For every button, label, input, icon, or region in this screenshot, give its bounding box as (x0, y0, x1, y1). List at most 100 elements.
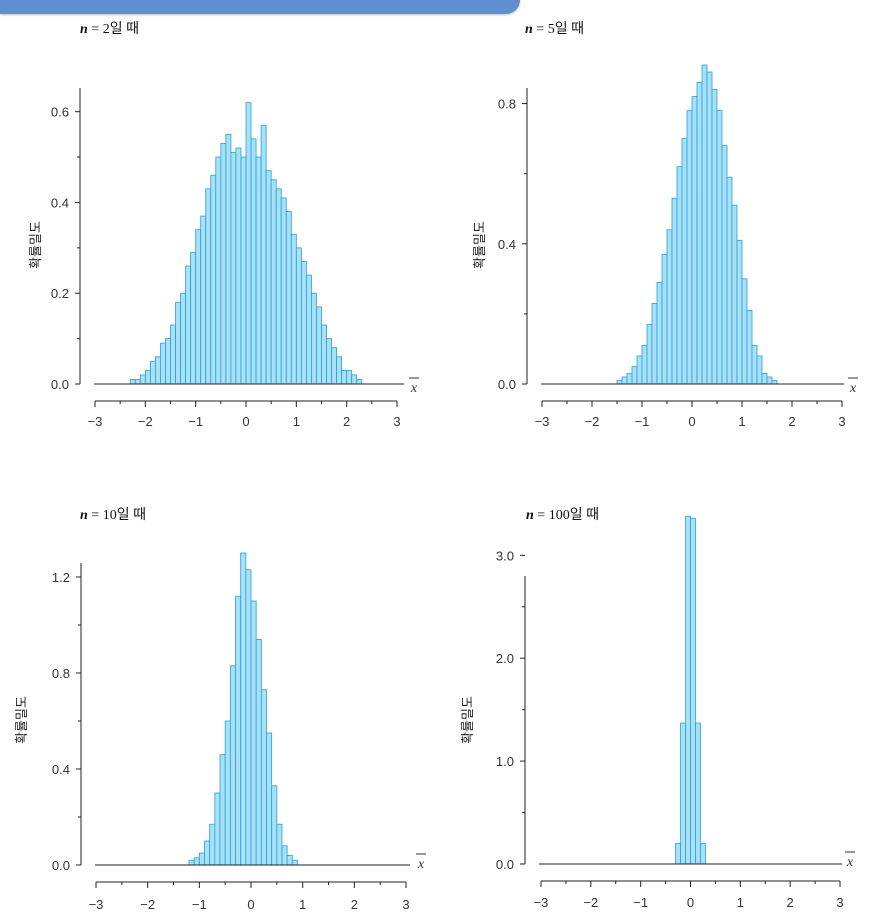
y-axis-label: 확률밀도 (15, 696, 30, 744)
x-tick-label: −2 (585, 414, 600, 429)
histogram-bar (165, 338, 171, 385)
y-tick-label: 0.8 (498, 97, 516, 112)
histogram-bar (170, 324, 176, 385)
x-tick-label: 1 (738, 414, 745, 429)
axes: 0.0 0.4 0.8 −3 −2 −1 0 1 2 3 (498, 88, 846, 429)
histogram-bar (240, 552, 247, 866)
x-tick-label: −2 (138, 414, 153, 429)
y-tick-label: 3.0 (496, 548, 514, 563)
x-tick-label: 3 (402, 897, 409, 912)
histogram-bar (139, 374, 146, 385)
histogram-bar (160, 342, 166, 385)
x-tick-label: 0 (688, 414, 695, 429)
y-axis-label: 확률밀도 (473, 221, 488, 269)
x-axis-label-group: x (845, 851, 855, 870)
histogram-bar (680, 722, 686, 865)
histogram-bar (621, 376, 628, 385)
histogram-bar (190, 251, 197, 385)
y-axis-label: 확률밀도 (29, 221, 44, 269)
x-tick-label: −3 (88, 414, 103, 429)
histogram-bar (276, 823, 283, 866)
bars (675, 515, 706, 865)
axes: 0.0 0.2 0.4 0.6 −3 −2 −1 0 1 2 3 (51, 88, 404, 429)
histogram-bar (696, 82, 703, 385)
x-tick-label: −1 (192, 897, 207, 912)
axes: 0.0 1.0 2.0 3.0 −3 −2 −1 0 1 2 3 (496, 548, 844, 910)
x-axis-label-group: x (409, 377, 419, 396)
histogram-bar (280, 197, 287, 385)
x-tick-label: −2 (140, 897, 155, 912)
bars (188, 552, 298, 866)
x-axis-label: x (410, 381, 418, 396)
histogram-bar (681, 138, 688, 385)
histogram-bar (198, 852, 205, 866)
histogram-bar (225, 133, 232, 385)
histogram-bar (214, 792, 221, 866)
histogram-bar (219, 754, 226, 866)
histogram-bar (255, 156, 262, 385)
histogram-bar (185, 265, 192, 385)
histogram-bar (281, 845, 288, 866)
axes: 0.0 0.4 0.8 1.2 −3 −2 −1 0 1 2 3 (52, 563, 410, 912)
x-tick-label: 2 (343, 414, 350, 429)
y-tick-label: 2.0 (496, 651, 514, 666)
histogram-bar (356, 379, 363, 385)
x-tick-label: −3 (535, 414, 550, 429)
histogram-bar (188, 859, 195, 866)
y-tick-label: 0.0 (498, 377, 516, 392)
histogram-bar (255, 639, 262, 866)
histogram-bar (195, 229, 202, 385)
histogram-bar (205, 188, 212, 385)
histogram-bar (180, 292, 187, 385)
histogram-bar (346, 369, 353, 385)
histogram-bar (295, 247, 302, 385)
histogram-bar (200, 215, 207, 385)
bars (129, 102, 363, 385)
histogram-bar (736, 239, 743, 385)
x-tick-label: 3 (393, 414, 400, 429)
panel-title: n = 2일 때 (80, 21, 139, 37)
histogram-bar (636, 355, 643, 385)
y-tick-label: 0.6 (51, 105, 69, 120)
histogram-bar (229, 665, 236, 866)
histogram-bar (341, 369, 348, 385)
x-tick-label: 1 (299, 897, 306, 912)
x-tick-label: 2 (351, 897, 358, 912)
panel-n2: n = 2일 때 확률밀도 x 0.0 0.2 0.4 0.6 −3 −2 −1 0 1 2 3 (29, 21, 419, 429)
x-tick-label: −2 (583, 895, 598, 910)
bars (616, 64, 778, 385)
histogram-bar (756, 355, 763, 385)
histogram-bar (656, 281, 663, 385)
y-tick-label: 0.4 (51, 195, 69, 210)
histogram-bar (235, 147, 242, 385)
histogram-bar (260, 689, 267, 866)
y-tick-label: 0.0 (51, 377, 69, 392)
histogram-bar (230, 152, 237, 385)
histogram-bar (700, 843, 706, 865)
histogram-bar (616, 380, 623, 385)
x-tick-label: 0 (242, 414, 249, 429)
histogram-bar (351, 374, 358, 385)
y-tick-label: 0.4 (52, 762, 70, 777)
x-tick-label: 2 (788, 414, 795, 429)
histogram-bar (193, 857, 200, 866)
panel-n10: n = 10일 때 확률밀도 x 0.0 0.4 0.8 1.2 −3 −2 −1 0 1 2 3 (15, 507, 426, 912)
histogram-bar (675, 843, 681, 865)
histogram-bar (741, 278, 748, 385)
histogram-bar (711, 89, 718, 385)
y-tick-label: 1.0 (496, 754, 514, 769)
histogram-bar (290, 233, 297, 385)
histogram-bar (311, 292, 317, 385)
y-tick-label: 0.0 (52, 858, 70, 873)
histogram-bar (751, 345, 758, 385)
x-tick-label: 3 (838, 414, 845, 429)
histogram-bar (305, 274, 312, 385)
histogram-bar (686, 110, 693, 385)
panel-title: n = 5일 때 (525, 21, 584, 37)
panel-n100: n = 100일 때 확률밀도 x 0.0 1.0 2.0 3.0 −3 −2 −1 0 1 2 3 (461, 507, 855, 910)
histogram-bar (626, 373, 633, 385)
histogram-bar (326, 338, 332, 385)
histogram-bar (175, 301, 181, 385)
histogram-bar (631, 366, 638, 385)
